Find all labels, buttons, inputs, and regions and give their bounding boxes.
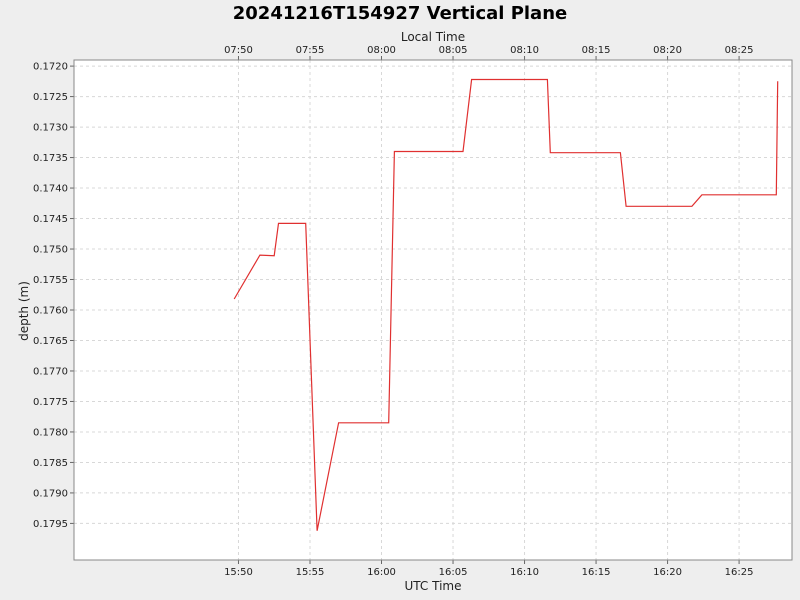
series-line (233, 78, 779, 531)
y-tick-label: 0.1785 (33, 458, 68, 469)
top-x-tick-label: 08:25 (725, 45, 754, 56)
y-tick-label: 0.1780 (33, 427, 68, 438)
top-x-tick-label: 08:10 (510, 45, 539, 56)
y-tick-label: 0.1735 (33, 153, 68, 164)
y-axis-label: depth (m) (17, 281, 31, 341)
plot-border (73, 59, 793, 561)
y-tick-label: 0.1795 (33, 519, 68, 530)
y-tick-label: 0.1750 (33, 245, 68, 256)
x-tick-label: 16:10 (510, 567, 539, 578)
y-tick-label: 0.1725 (33, 92, 68, 103)
y-tick-label: 0.1770 (33, 366, 68, 377)
top-x-tick-label: 07:50 (224, 45, 253, 56)
top-x-tick-label: 07:55 (296, 45, 325, 56)
grid (74, 60, 792, 560)
ticks: 15:50 15:55 16:00 16:05 16:10 16:15 16:20 16:25… (33, 45, 753, 578)
series (233, 78, 779, 531)
x-axis-label: UTC Time (405, 579, 462, 593)
y-tick-label: 0.1765 (33, 336, 68, 347)
y-tick-label: 0.1730 (33, 123, 68, 134)
x-tick-label: 16:00 (367, 567, 396, 578)
x-tick-label: 16:15 (582, 567, 611, 578)
y-tick-label: 0.1790 (33, 488, 68, 499)
plot-area (74, 60, 792, 560)
x-tick-label: 15:50 (224, 567, 253, 578)
y-tick-label: 0.1760 (33, 306, 68, 317)
chart-title: 20241216T154927 Vertical Plane (233, 3, 567, 24)
y-tick-label: 0.1755 (33, 275, 68, 286)
x-tick-label: 16:05 (439, 567, 468, 578)
x-tick-label: 16:20 (653, 567, 682, 578)
top-x-tick-label: 08:20 (653, 45, 682, 56)
x-tick-label: 15:55 (296, 567, 325, 578)
top-x-tick-label: 08:05 (439, 45, 468, 56)
top-x-tick-label: 08:15 (582, 45, 611, 56)
y-tick-label: 0.1745 (33, 214, 68, 225)
y-tick-label: 0.1740 (33, 184, 68, 195)
top-axis-label: Local Time (401, 30, 465, 44)
y-tick-label: 0.1775 (33, 397, 68, 408)
y-tick-label: 0.1720 (33, 62, 68, 73)
top-x-tick-label: 08:00 (367, 45, 396, 56)
x-tick-label: 16:25 (725, 567, 754, 578)
